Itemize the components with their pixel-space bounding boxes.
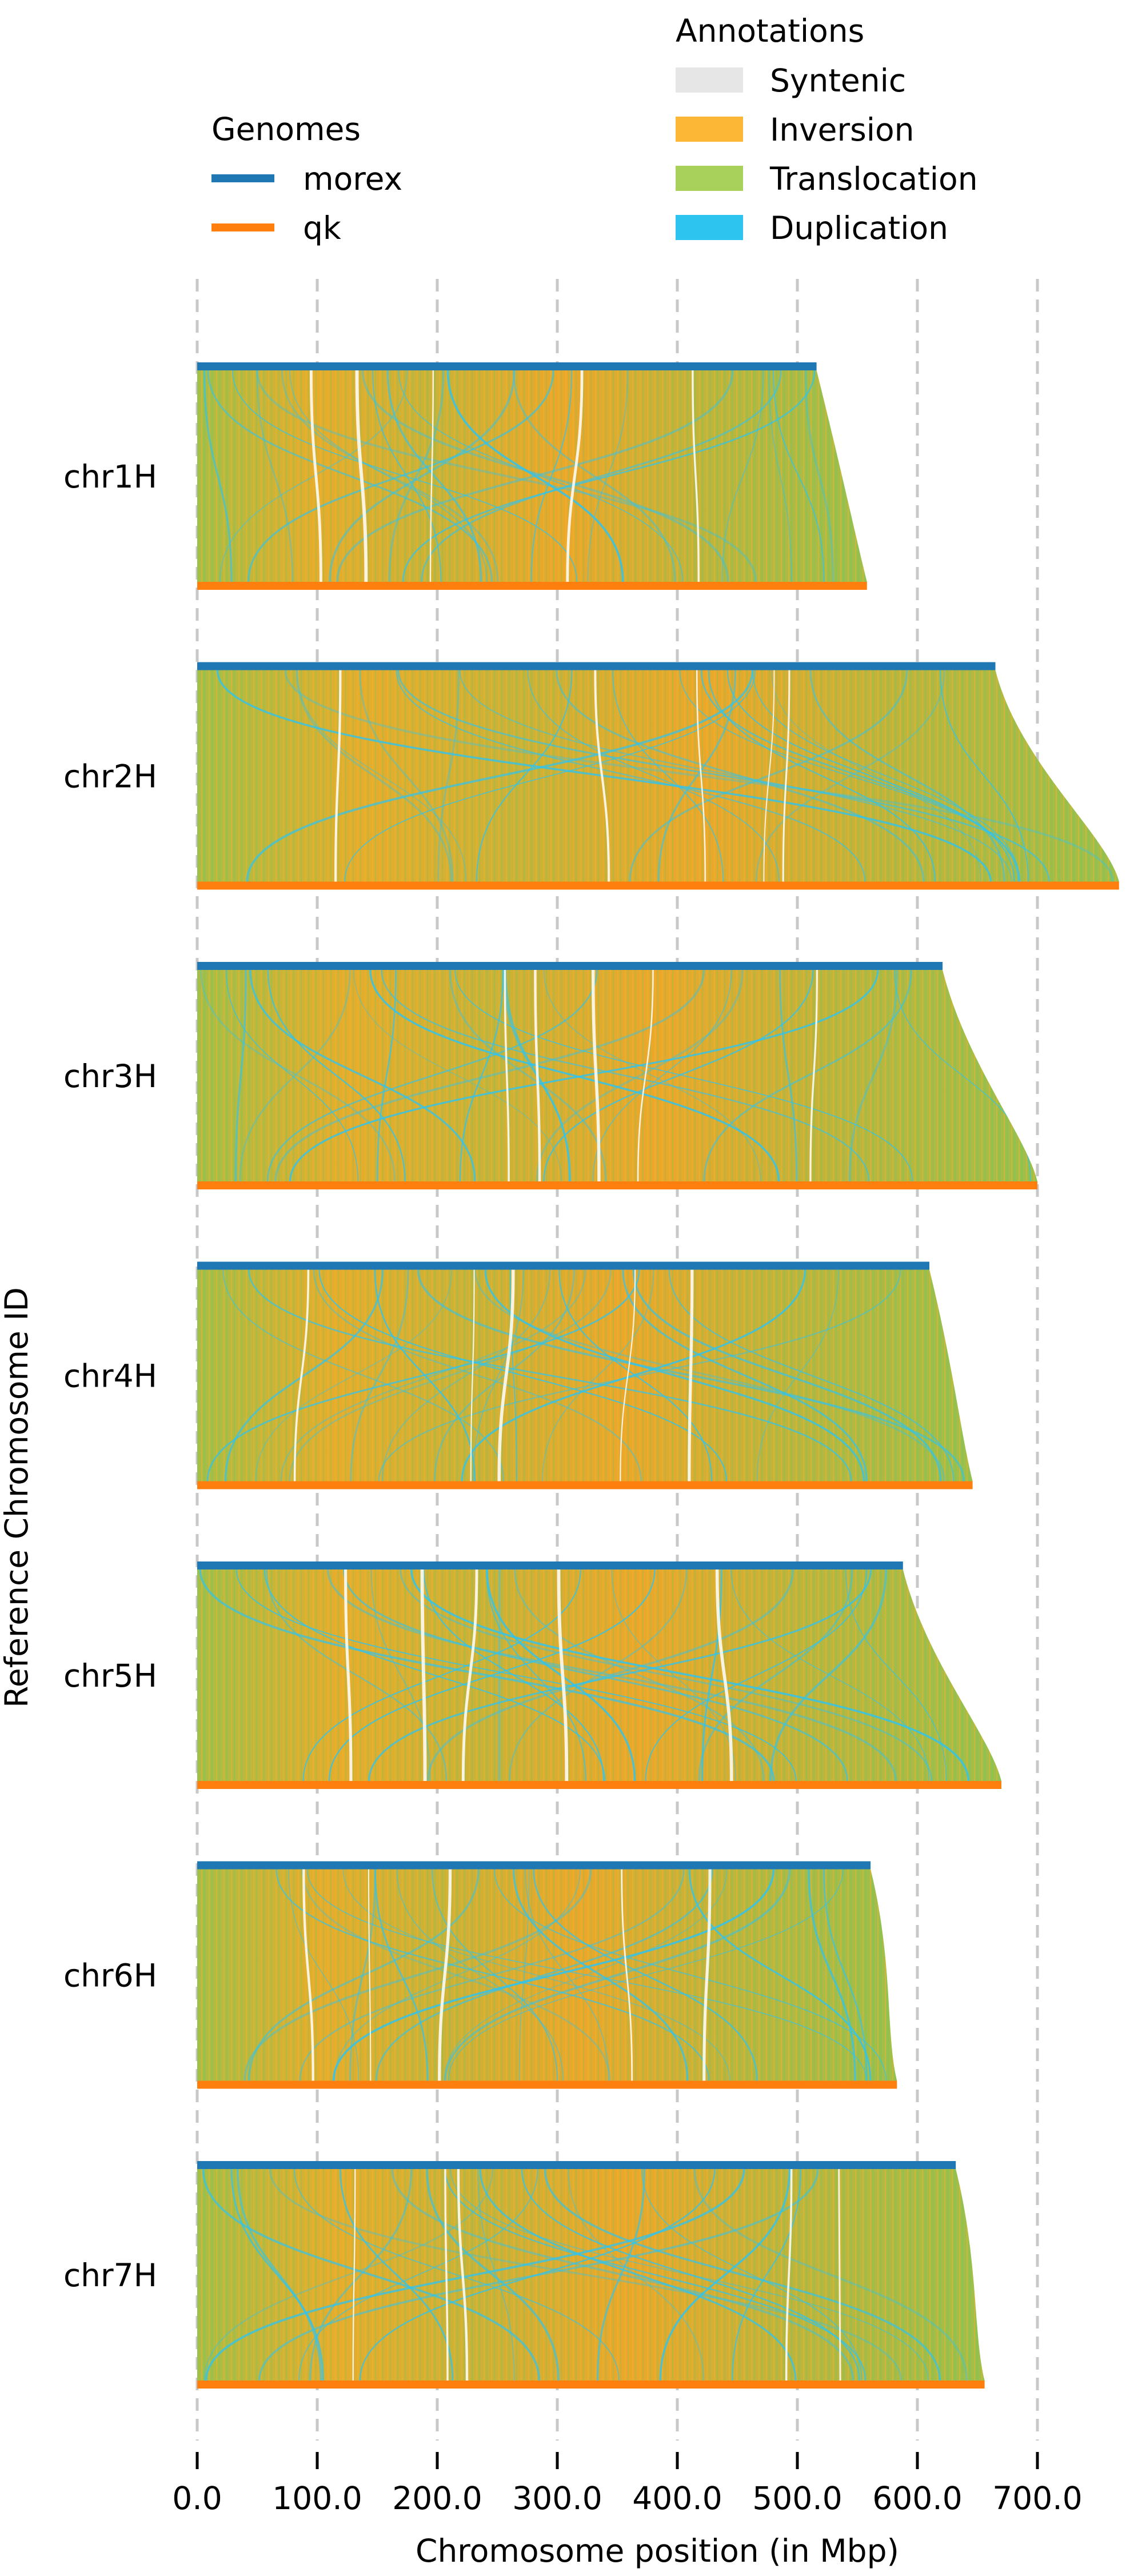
duplication-links-chr5H xyxy=(199,1569,969,1781)
morex-bar-chr2H xyxy=(197,662,996,670)
legend-swatch-syntenic xyxy=(676,67,743,93)
x-tick-label-3: 300.0 xyxy=(512,2480,602,2517)
legend-swatch-inversion xyxy=(676,117,743,142)
ribbon-texture-chr4H xyxy=(197,1269,973,1481)
genome-bars xyxy=(197,362,1119,2389)
x-tick-label-0: 0.0 xyxy=(172,2480,222,2517)
x-tick-label-4: 400.0 xyxy=(632,2480,722,2517)
duplication-links-chr6H xyxy=(243,1869,887,2081)
morex-bar-chr6H xyxy=(197,1861,871,1870)
chromosome-label-chr5H: chr5H xyxy=(63,1658,157,1694)
y-axis-label: Reference Chromosome ID xyxy=(0,1287,35,1708)
x-axis-label: Chromosome position (in Mbp) xyxy=(416,2533,899,2569)
duplication-links-chr7H xyxy=(202,2169,968,2381)
chromosome-labels: chr1H chr2H chr3H chr4H chr5H chr6H chr7H xyxy=(63,458,157,2294)
genomes-legend-title: Genomes xyxy=(211,111,361,147)
chromosome-label-chr4H: chr4H xyxy=(63,1358,157,1395)
chromosome-label-chr7H: chr7H xyxy=(63,2257,157,2294)
qk-bar-chr2H xyxy=(197,881,1119,890)
x-tick-label-6: 600.0 xyxy=(872,2480,962,2517)
duplication-links-chr1H xyxy=(203,370,834,582)
legend-label-translocation: Translocation xyxy=(769,161,978,197)
morex-bar-chr4H xyxy=(197,1261,929,1270)
x-tick-label-5: 500.0 xyxy=(752,2480,842,2517)
legend-swatch-duplication xyxy=(676,215,743,240)
ribbon-texture-chr2H xyxy=(197,670,1119,882)
chromosome-label-chr3H: chr3H xyxy=(63,1058,157,1095)
duplication-links-chr2H xyxy=(216,670,1114,882)
qk-bar-chr3H xyxy=(197,1181,1037,1189)
x-tick-label-2: 200.0 xyxy=(392,2480,482,2517)
x-tick-label-7: 700.0 xyxy=(992,2480,1082,2517)
duplication-links-chr4H xyxy=(206,1269,965,1481)
qk-bar-chr4H xyxy=(197,1481,973,1489)
morex-bar-chr5H xyxy=(197,1561,903,1569)
qk-bar-chr1H xyxy=(197,582,867,590)
qk-bar-chr5H xyxy=(197,1781,1001,1789)
x-axis: 0.0 100.0 200.0 300.0 400.0 500.0 600.0 700.0 xyxy=(172,2452,1083,2517)
legends: Genomes morex qk Annotations Syntenic Inversi… xyxy=(211,13,978,246)
x-tick-label-1: 100.0 xyxy=(272,2480,362,2517)
morex-bar-chr7H xyxy=(197,2161,956,2169)
duplication-links-chr3H xyxy=(200,970,1031,1181)
legend-label-morex: morex xyxy=(303,161,402,197)
qk-bar-chr6H xyxy=(197,2080,897,2089)
legend-label-inversion: Inversion xyxy=(770,111,915,148)
ribbon-texture-chr3H xyxy=(197,970,1037,1181)
chromosome-label-chr6H: chr6H xyxy=(63,1958,157,1994)
legend-label-duplication: Duplication xyxy=(770,210,948,246)
legend-swatch-translocation xyxy=(676,166,743,191)
morex-bar-chr3H xyxy=(197,962,943,970)
chromosome-label-chr2H: chr2H xyxy=(63,758,157,795)
ribbons xyxy=(197,370,1119,2381)
morex-bar-chr1H xyxy=(197,362,817,370)
legend-label-qk: qk xyxy=(303,210,341,246)
legend-label-syntenic: Syntenic xyxy=(770,62,906,99)
chromosome-label-chr1H: chr1H xyxy=(63,458,157,495)
annotations-legend-title: Annotations xyxy=(676,13,864,49)
qk-bar-chr7H xyxy=(197,2381,985,2389)
